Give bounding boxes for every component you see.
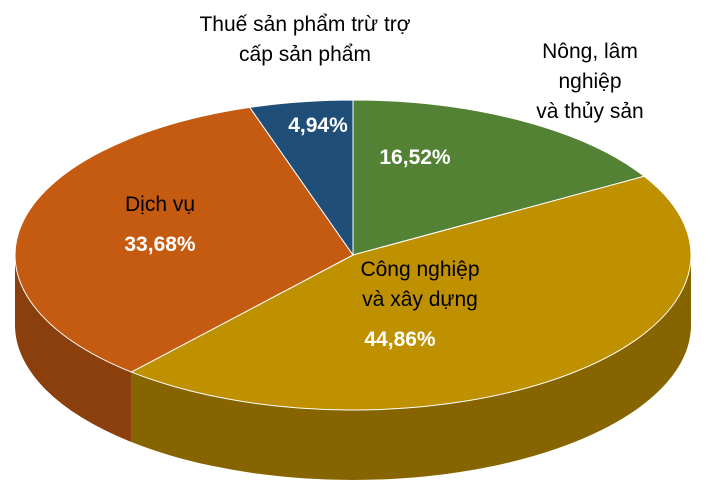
value-label: 4,94%: [288, 114, 348, 137]
value-label: 16,52%: [379, 146, 451, 169]
slice: [130, 175, 692, 411]
slice-side: [131, 255, 692, 480]
category-label: Công nghiệp và xây dựng: [360, 258, 480, 311]
category-label: Nông, lâm nghiệp và thủy sản: [536, 40, 644, 123]
category-label: Dịch vụ: [124, 193, 196, 216]
value-label: 33,68%: [124, 233, 196, 256]
slice-side: [14, 255, 132, 443]
value-label: 44,86%: [364, 328, 436, 351]
slice: [352, 99, 646, 256]
category-label: Thuế sản phẩm trừ trợ cấp sản phẩm: [199, 13, 411, 66]
slice: [248, 99, 354, 257]
slice: [14, 106, 354, 373]
